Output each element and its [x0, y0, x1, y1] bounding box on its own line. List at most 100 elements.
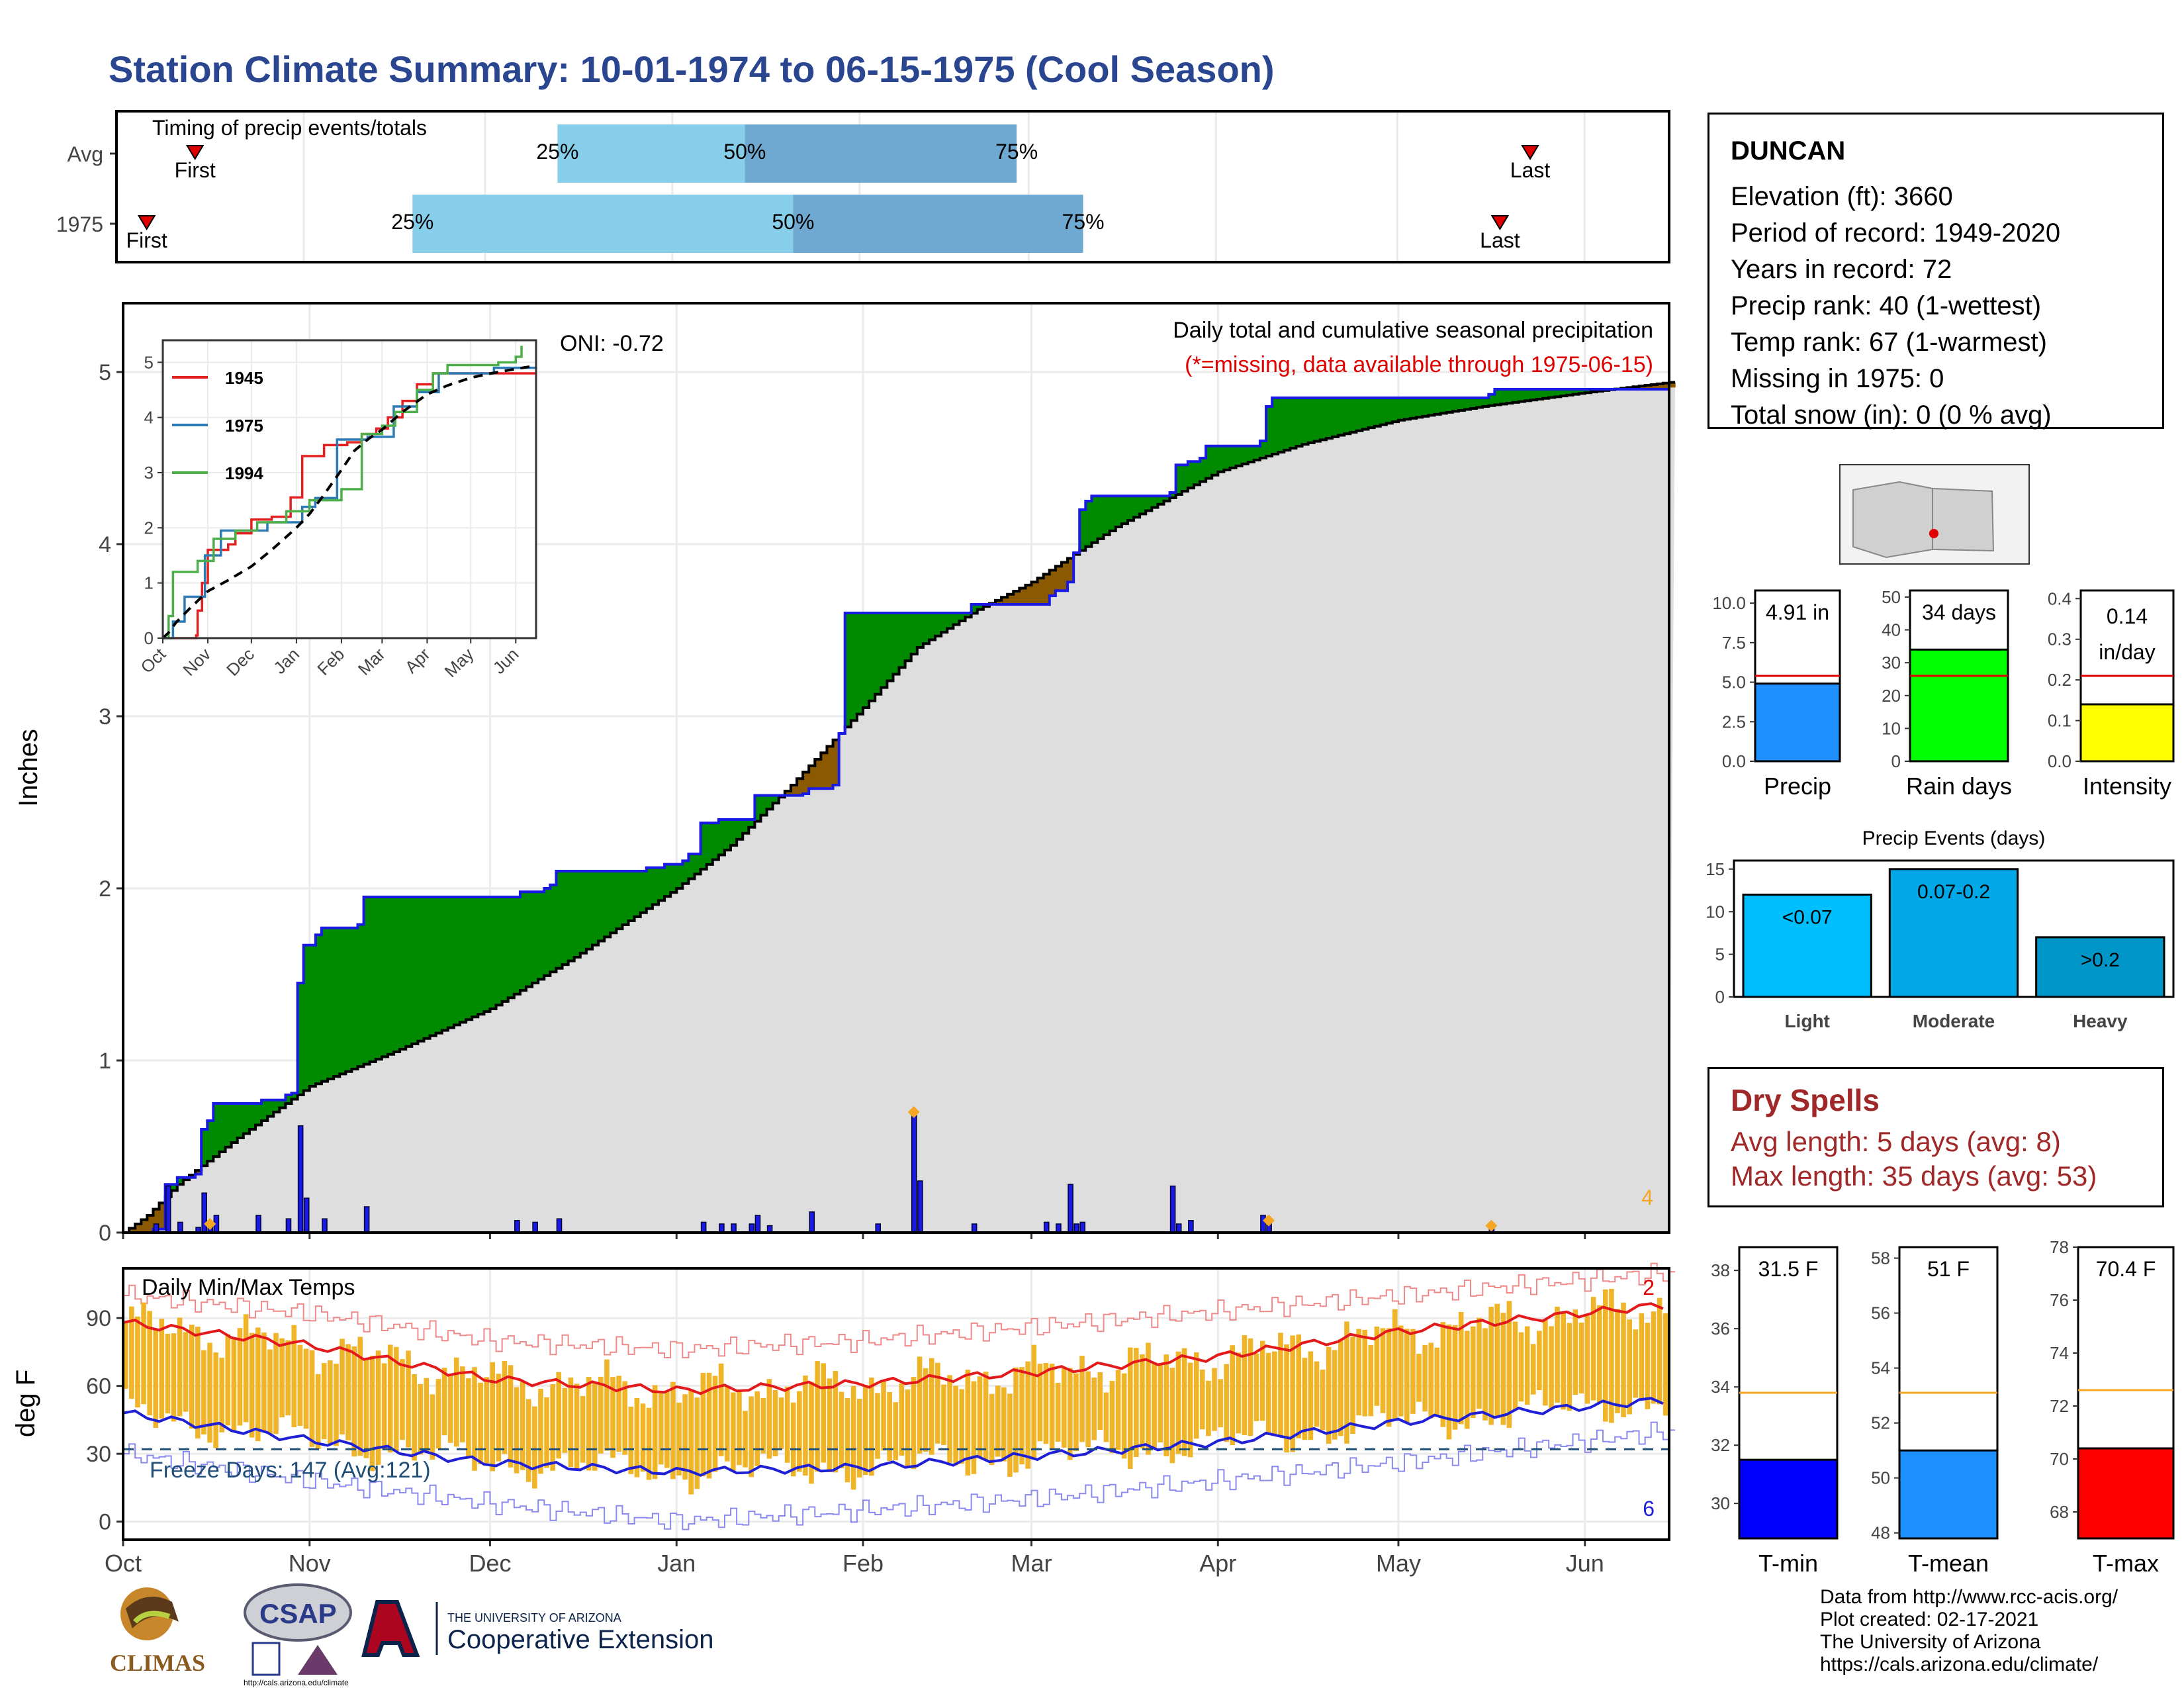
surplus-band	[484, 897, 491, 1012]
temp-daily-bar	[760, 1397, 766, 1454]
timing-label-50: 50%	[723, 140, 766, 164]
temp-daily-bar	[273, 1333, 279, 1434]
temp-daily-bar	[243, 1314, 249, 1423]
temp-daily-bar	[995, 1385, 1001, 1457]
daily-precip-bar	[556, 1218, 563, 1233]
surplus-band	[520, 892, 527, 991]
inset-legend-label: 1945	[225, 368, 263, 388]
missing-day-marker	[1263, 1214, 1275, 1227]
surplus-band	[1584, 389, 1592, 393]
dry-spells-max: Max length: 35 days (avg: 53)	[1731, 1160, 2097, 1192]
inset-tick-label-x: Jun	[489, 644, 523, 678]
surplus-band	[237, 1103, 244, 1138]
summary-tick-label: 20	[1882, 686, 1901, 706]
temp-daily-bar	[328, 1360, 333, 1445]
temp-daily-bar	[478, 1382, 483, 1465]
freeze-days-label: Freeze Days: 147 (Avg:121)	[150, 1458, 431, 1483]
summary-tick-label: 2.5	[1722, 712, 1746, 731]
inset-tick-label-x: Mar	[354, 644, 389, 679]
temp-daily-bar	[532, 1406, 537, 1489]
surplus-band	[171, 1184, 178, 1191]
temp-daily-bar	[844, 1398, 850, 1483]
surplus-band	[1482, 398, 1489, 406]
surplus-band	[586, 871, 593, 949]
inset-line-avg	[161, 364, 537, 639]
temp-daily-bar	[1380, 1328, 1386, 1413]
inset-line-1994	[163, 346, 523, 639]
temp-daily-bar	[1025, 1361, 1031, 1469]
summary-value-label: 4.91 in	[1766, 600, 1829, 624]
temp-daily-bar	[447, 1376, 453, 1443]
temp-daily-bar	[387, 1344, 393, 1453]
inset-tick-label-x: May	[441, 644, 478, 681]
temp-daily-bar	[412, 1374, 417, 1461]
summary-tick-label: 0.0	[2048, 751, 2071, 771]
surplus-band	[1272, 398, 1279, 455]
temp-daily-bar	[424, 1378, 430, 1453]
temp-daily-bar	[1259, 1340, 1265, 1421]
precip-events-tick-label: 5	[1715, 945, 1725, 964]
surplus-band	[490, 897, 497, 1009]
temp-daily-bar	[941, 1384, 946, 1445]
temp-daily-bar	[881, 1382, 886, 1451]
surplus-band	[1169, 492, 1177, 498]
temp-daily-bar	[797, 1391, 802, 1472]
temp-tick-label-x: Mar	[1011, 1550, 1052, 1577]
temp-daily-bar	[899, 1383, 905, 1456]
temp-daily-bar	[1230, 1345, 1236, 1446]
missing-note: (*=missing, data available through 1975-…	[1185, 352, 1653, 377]
temp-record-max-line	[123, 1262, 1676, 1358]
inset-line-1975	[163, 366, 537, 639]
surplus-band	[850, 613, 858, 721]
surplus-band	[303, 945, 310, 1091]
precip-events-category: Heavy	[2073, 1011, 2128, 1031]
temp-daily-bar	[315, 1374, 321, 1450]
main-y-axis-label: Inches	[14, 729, 43, 807]
temp-daily-bar	[592, 1382, 598, 1471]
temp-daily-bar	[1031, 1344, 1037, 1460]
temp-daily-bar	[604, 1359, 610, 1451]
summary-bar-t-mean	[1898, 1449, 1999, 1540]
surplus-band	[622, 871, 629, 925]
missing-day-marker	[204, 1218, 216, 1230]
timing-panel-label: Timing of precip events/totals	[152, 116, 427, 140]
surplus-band	[1398, 398, 1405, 420]
temp-daily-bar	[833, 1371, 839, 1473]
surplus-band	[1392, 398, 1399, 422]
temp-daily-bar	[201, 1350, 206, 1434]
temp-daily-bar	[1428, 1342, 1434, 1419]
temp-daily-bar	[255, 1327, 261, 1442]
surplus-band	[243, 1103, 250, 1134]
surplus-band	[1224, 445, 1231, 470]
surplus-band	[1091, 496, 1099, 543]
climas-logo: CLIMAS	[110, 1587, 205, 1676]
surplus-band	[1386, 398, 1393, 424]
surplus-band	[688, 854, 696, 879]
deficit-band	[129, 1228, 136, 1233]
temp-daily-bar	[1657, 1297, 1662, 1405]
temp-daily-bar	[1326, 1346, 1332, 1444]
summary-tick-label: 50	[1871, 1468, 1890, 1488]
summary-value-label: 31.5 F	[1758, 1257, 1819, 1281]
temp-daily-bar	[1494, 1303, 1500, 1418]
summary-bar-precip	[1754, 682, 1841, 763]
temp-record-min-line	[123, 1421, 1676, 1530]
surplus-band	[1543, 389, 1549, 399]
surplus-band	[375, 897, 383, 1060]
temp-daily-bar	[724, 1386, 730, 1462]
timing-label-25: 25%	[391, 210, 433, 234]
temp-daily-bar	[1350, 1336, 1355, 1434]
surplus-band	[213, 1103, 220, 1157]
surplus-band	[1362, 398, 1369, 430]
missing-count: 4	[1641, 1186, 1653, 1209]
temp-daily-bar	[1440, 1322, 1446, 1427]
daily-precip-bar	[1068, 1184, 1073, 1233]
temp-daily-bar	[875, 1393, 880, 1459]
surplus-band	[1152, 496, 1158, 508]
surplus-band	[1410, 398, 1417, 418]
temp-tick-label-y: 90	[86, 1306, 111, 1331]
temp-daily-bar	[646, 1407, 652, 1480]
inset-frame	[161, 339, 537, 639]
timing-label-75: 75%	[995, 140, 1038, 164]
surplus-band	[207, 1121, 214, 1162]
